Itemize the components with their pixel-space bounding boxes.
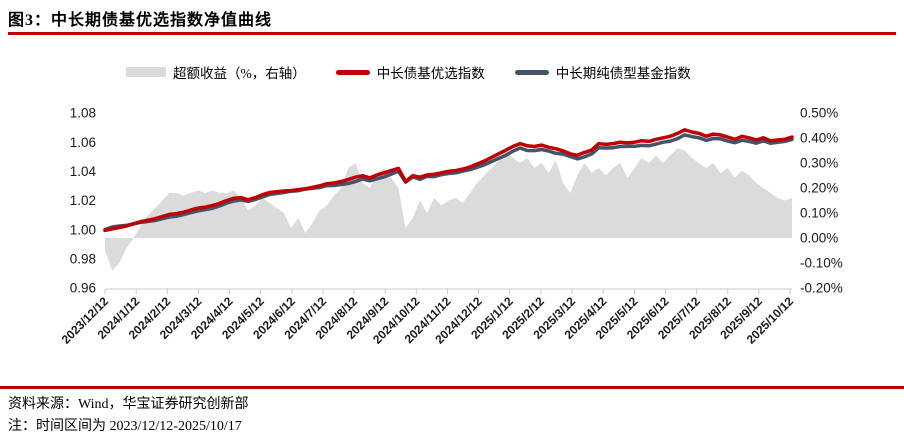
right-axis-tick-label: -0.20%	[800, 281, 843, 296]
preferred-index-swatch	[335, 69, 370, 75]
excess-return-swatch	[126, 67, 166, 77]
legend-label-pure-bond-index: 中长期纯债型基金指数	[555, 66, 691, 81]
figure-title: 图3：中长期债基优选指数净值曲线	[8, 12, 273, 29]
legend-item-excess-return: 超额收益（%，右轴）	[126, 62, 306, 82]
pure-bond-index-line	[103, 133, 794, 232]
right-axis-tick-label: 0.20%	[800, 181, 838, 196]
left-axis-tick-label: 0.96	[70, 281, 96, 296]
legend-item-preferred-index: 中长债基优选指数	[335, 62, 485, 82]
source-note: 资料来源：Wind，华宝证券研究创新部	[8, 397, 249, 412]
left-axis-tick-label: 1.02	[70, 193, 96, 208]
net-value-chart: 2023/12/122024/1/122024/2/122024/3/12202…	[59, 106, 843, 347]
left-axis-tick-label: 0.98	[70, 252, 96, 267]
legend-item-pure-bond-index: 中长期纯债型基金指数	[514, 62, 691, 82]
excess-return-area	[105, 148, 792, 271]
right-axis-tick-label: -0.10%	[800, 256, 843, 271]
right-axis-tick-label: 0.00%	[800, 231, 838, 246]
left-axis-tick-label: 1.00	[70, 222, 96, 237]
legend-label-preferred-index: 中长债基优选指数	[376, 66, 485, 81]
legend-label-excess-return: 超额收益（%，右轴）	[173, 66, 306, 81]
range-note: 注：时间区间为 2023/12/12-2025/10/17	[8, 419, 242, 434]
left-axis-tick-label: 1.06	[70, 135, 96, 150]
right-axis-tick-label: 0.10%	[800, 206, 838, 221]
right-axis-tick-label: 0.40%	[800, 131, 838, 146]
right-axis-tick-label: 0.50%	[800, 106, 838, 121]
title-rule	[8, 32, 896, 35]
pure-bond-index-swatch	[514, 69, 549, 75]
chart-legend: 超额收益（%，右轴） 中长债基优选指数 中长期纯债型基金指数	[126, 62, 691, 82]
footer-rule	[0, 386, 904, 389]
preferred-index-line	[103, 128, 794, 233]
right-axis-tick-label: 0.30%	[800, 156, 838, 171]
left-axis-tick-label: 1.08	[70, 106, 96, 121]
left-axis-tick-label: 1.04	[70, 164, 97, 179]
